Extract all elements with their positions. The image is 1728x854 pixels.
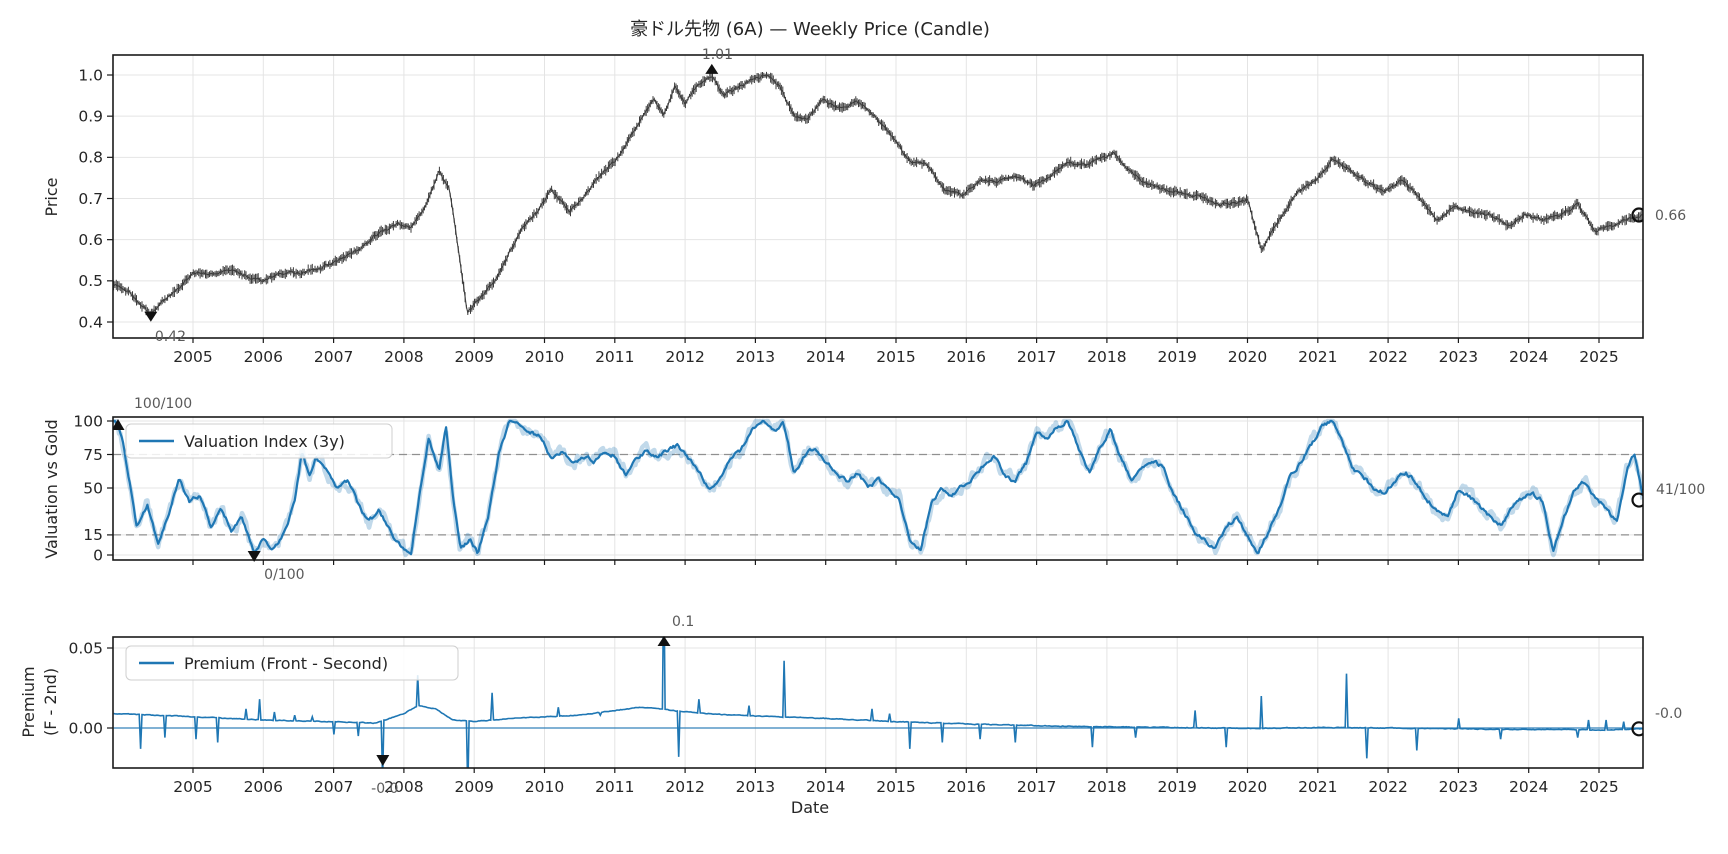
last-point-marker bbox=[1631, 492, 1643, 508]
annotation-label: 0.66 bbox=[1655, 208, 1686, 224]
last-point-marker bbox=[1631, 207, 1643, 223]
x-tick-label: 2007 bbox=[314, 348, 353, 366]
annotation-label: 0.42 bbox=[155, 329, 186, 345]
annotation-label: 41/100 bbox=[1656, 482, 1705, 498]
premium-panel: 2005 2006 2007 2008 2009 2010 2011 2012 2013 2014… bbox=[68, 614, 1682, 797]
x-tick-label: 2019 bbox=[1157, 348, 1196, 366]
annotation-label: 1.01 bbox=[702, 47, 733, 63]
last-point-marker bbox=[1631, 721, 1643, 737]
x-tick-label: 2019 bbox=[1157, 778, 1196, 796]
y-tick-label: 0.8 bbox=[78, 149, 103, 167]
x-tick-label: 2012 bbox=[665, 348, 704, 366]
x-tick-label: 2021 bbox=[1298, 348, 1337, 366]
annotation-label: -0.0 bbox=[1655, 706, 1682, 722]
annotation-arrow-marker bbox=[376, 755, 390, 766]
valuation-y-axis-label: Valuation vs Gold bbox=[42, 419, 61, 558]
x-tick-label: 2017 bbox=[1017, 778, 1056, 796]
price-panel: 2005 2006 2007 2008 2009 2010 2011 2012 2013 2014… bbox=[78, 47, 1686, 366]
x-tick-label: 2023 bbox=[1439, 778, 1478, 796]
annotation-label: 0.1 bbox=[672, 614, 694, 630]
x-tick-label: 2023 bbox=[1439, 348, 1478, 366]
valuation-legend: Valuation Index (3y) bbox=[125, 423, 393, 459]
x-tick-label: 2012 bbox=[665, 778, 704, 796]
y-tick-label: 0 bbox=[93, 546, 103, 564]
annotation-arrow-marker bbox=[705, 63, 719, 74]
x-tick-label: 2013 bbox=[736, 348, 775, 366]
y-tick-label: 0.9 bbox=[78, 107, 103, 125]
x-axis-label: Date bbox=[791, 798, 829, 817]
y-tick-label: 0.00 bbox=[68, 719, 103, 737]
premium-series-line bbox=[113, 637, 1643, 768]
x-tick-label: 2018 bbox=[1087, 778, 1126, 796]
x-tick-label: 2010 bbox=[525, 348, 564, 366]
annotation-arrow-marker bbox=[113, 419, 125, 430]
y-tick-label: 50 bbox=[83, 479, 103, 497]
price-y-axis-label: Price bbox=[42, 177, 61, 216]
x-tick-label: 2009 bbox=[454, 778, 493, 796]
x-tick-label: 2006 bbox=[244, 348, 283, 366]
y-tick-label: 100 bbox=[73, 412, 103, 430]
panel-frame bbox=[112, 636, 1644, 769]
y-tick-label: 75 bbox=[83, 446, 103, 464]
annotation-arrow-marker bbox=[144, 311, 158, 322]
x-tick-label: 2016 bbox=[947, 348, 986, 366]
annotation-label: 0/100 bbox=[264, 567, 304, 583]
panel-frame bbox=[112, 54, 1644, 339]
x-tick-label: 2009 bbox=[454, 348, 493, 366]
x-tick-label: 2008 bbox=[384, 778, 423, 796]
x-tick-label: 2021 bbox=[1298, 778, 1337, 796]
x-tick-label: 2016 bbox=[947, 778, 986, 796]
x-tick-label: 2025 bbox=[1579, 778, 1618, 796]
y-tick-label: 0.7 bbox=[78, 190, 103, 208]
x-tick-label: 2018 bbox=[1087, 348, 1126, 366]
chart-title: 豪ドル先物 (6A) — Weekly Price (Candle) bbox=[630, 19, 990, 40]
legend-frame bbox=[125, 423, 393, 459]
gridlines bbox=[113, 55, 1643, 338]
y-tick-label: 15 bbox=[83, 526, 103, 544]
premium-y-axis-label-line2: (F - 2nd) bbox=[41, 668, 60, 736]
x-tick-label: 2010 bbox=[525, 778, 564, 796]
valuation-series-line bbox=[113, 419, 1643, 556]
x-tick-label: 2014 bbox=[806, 348, 845, 366]
premium-y-axis-label-line1: Premium bbox=[19, 666, 38, 737]
legend-label: Premium (Front - Second) bbox=[184, 654, 388, 673]
x-tick-label: 2022 bbox=[1368, 348, 1407, 366]
x-tick-label: 2022 bbox=[1368, 778, 1407, 796]
x-tick-label: 2008 bbox=[384, 348, 423, 366]
annotation-arrow-marker bbox=[657, 636, 671, 646]
x-tick-label: 2007 bbox=[314, 778, 353, 796]
y-tick-label: 0.6 bbox=[78, 231, 103, 249]
y-tick-label: 1.0 bbox=[78, 66, 103, 84]
annotation-label: -0.0 bbox=[371, 781, 398, 797]
x-tick-label: 2015 bbox=[876, 348, 915, 366]
x-tick-label: 2015 bbox=[876, 778, 915, 796]
x-tick-label: 2005 bbox=[173, 348, 212, 366]
legend-label: Valuation Index (3y) bbox=[184, 432, 345, 451]
x-tick-label: 2005 bbox=[173, 778, 212, 796]
x-tick-label: 2020 bbox=[1228, 348, 1267, 366]
x-tick-label: 2011 bbox=[595, 778, 634, 796]
x-tick-label: 2024 bbox=[1509, 778, 1548, 796]
x-tick-label: 2025 bbox=[1579, 348, 1618, 366]
y-tick-label: 0.4 bbox=[78, 313, 103, 331]
annotation-label: 100/100 bbox=[134, 396, 192, 412]
price-series-line bbox=[113, 74, 1643, 316]
x-tick-label: 2020 bbox=[1228, 778, 1267, 796]
annotation-arrow-marker bbox=[247, 551, 261, 562]
x-tick-label: 2024 bbox=[1509, 348, 1548, 366]
legend-frame bbox=[125, 645, 459, 681]
x-tick-label: 2014 bbox=[806, 778, 845, 796]
y-tick-label: 0.05 bbox=[68, 639, 103, 657]
y-tick-label: 0.5 bbox=[78, 272, 103, 290]
x-tick-label: 2013 bbox=[736, 778, 775, 796]
x-tick-label: 2011 bbox=[595, 348, 634, 366]
premium-legend: Premium (Front - Second) bbox=[125, 645, 459, 681]
x-tick-label: 2017 bbox=[1017, 348, 1056, 366]
x-tick-label: 2006 bbox=[244, 778, 283, 796]
